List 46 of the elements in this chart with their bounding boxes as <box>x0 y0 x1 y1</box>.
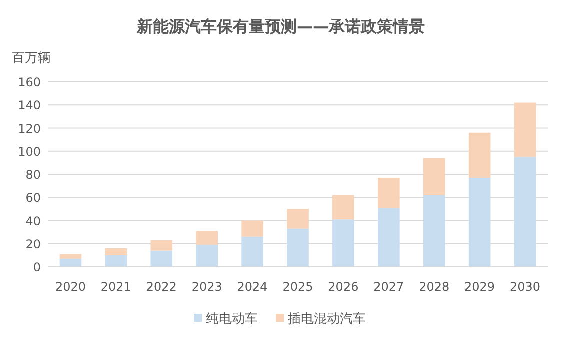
x-tick-label: 2030 <box>510 280 541 294</box>
bar <box>378 208 400 267</box>
x-tick-label: 2021 <box>100 280 132 294</box>
bar <box>242 220 264 237</box>
bar <box>287 228 309 267</box>
y-tick-label: 40 <box>26 214 41 228</box>
bar <box>332 195 354 220</box>
x-tick-label: 2029 <box>464 280 496 294</box>
x-tick-label: 2022 <box>146 280 177 294</box>
chart-title: 新能源汽车保有量预测——承诺政策情景 <box>136 17 425 36</box>
bar <box>105 248 128 256</box>
legend-label: 插电混动汽车 <box>288 312 366 327</box>
bar <box>150 240 173 251</box>
bar <box>468 132 491 178</box>
x-tick-label: 2026 <box>328 280 359 294</box>
x-tick-label: 2027 <box>374 280 404 294</box>
y-tick-label: 160 <box>18 76 41 90</box>
y-axis-title: 百万辆 <box>12 51 51 66</box>
y-tick-label: 140 <box>18 98 41 113</box>
x-tick-label: 2025 <box>282 280 314 294</box>
bar <box>150 250 173 267</box>
x-tick-label: 2028 <box>419 280 450 294</box>
bar <box>514 157 536 267</box>
bar <box>378 178 400 208</box>
bar <box>105 255 128 267</box>
y-tick-label: 60 <box>26 191 41 206</box>
bar <box>423 158 446 196</box>
bar <box>514 102 536 158</box>
bar <box>60 254 82 259</box>
y-tick-label: 0 <box>33 260 41 274</box>
bar <box>196 245 218 267</box>
bar <box>242 236 264 267</box>
bar <box>196 231 218 246</box>
x-tick-label: 2020 <box>55 280 86 294</box>
x-tick-label: 2023 <box>192 280 222 294</box>
y-tick-label: 80 <box>26 168 41 182</box>
bar <box>332 220 354 267</box>
y-tick-label: 120 <box>18 122 41 136</box>
legend-label: 纯电动车 <box>206 312 258 327</box>
bar <box>468 178 491 267</box>
bar <box>287 209 309 229</box>
x-tick-label: 2024 <box>237 280 268 294</box>
bar <box>423 195 446 267</box>
y-tick-label: 100 <box>18 144 41 159</box>
y-tick-label: 20 <box>26 237 41 252</box>
bar <box>60 258 82 267</box>
